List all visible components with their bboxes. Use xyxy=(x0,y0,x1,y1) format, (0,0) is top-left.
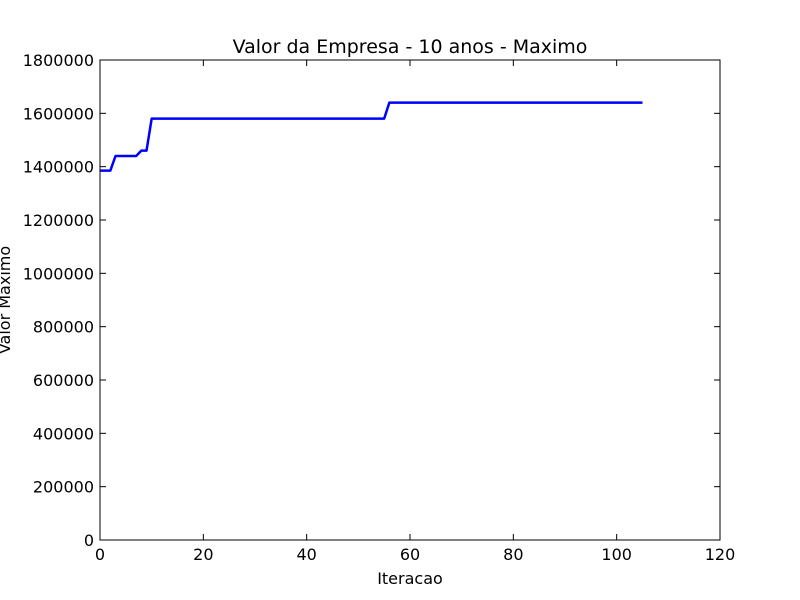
x-tick-label: 80 xyxy=(503,545,523,564)
y-tick-label: 1200000 xyxy=(23,211,94,230)
y-axis-label: Valor Maximo xyxy=(0,246,14,354)
y-tick-label: 1600000 xyxy=(23,104,94,123)
x-tick-label: 100 xyxy=(601,545,632,564)
x-axis-label: Iteracao xyxy=(377,569,443,588)
x-tick-label: 40 xyxy=(296,545,316,564)
y-tick-label: 1400000 xyxy=(23,158,94,177)
y-tick-label: 600000 xyxy=(33,371,94,390)
series-line xyxy=(100,101,643,172)
y-tick-label: 200000 xyxy=(33,478,94,497)
y-tick-label: 1800000 xyxy=(23,51,94,70)
chart-title: Valor da Empresa - 10 anos - Maximo xyxy=(233,36,588,58)
y-tick-label: 0 xyxy=(84,531,94,550)
y-tick-label: 800000 xyxy=(33,318,94,337)
y-tick-label: 1000000 xyxy=(23,264,94,283)
y-tick-label: 400000 xyxy=(33,424,94,443)
x-tick-label: 60 xyxy=(400,545,420,564)
x-tick-label: 20 xyxy=(193,545,213,564)
series-layer xyxy=(100,101,643,172)
ticks-layer: 0 20 40 60 80 100 120 0 200000 400000 600000 800000… xyxy=(23,51,736,564)
x-tick-label: 0 xyxy=(95,545,105,564)
x-tick-label: 120 xyxy=(705,545,736,564)
